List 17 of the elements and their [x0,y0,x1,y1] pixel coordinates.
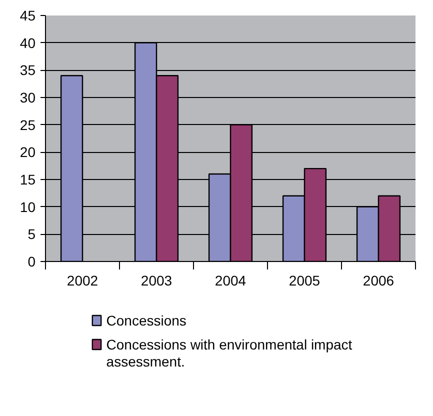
y-tick-label: 40 [20,34,36,51]
x-tick-label: 2005 [288,272,320,288]
legend-label: Concessions [106,312,186,328]
y-tick-label: 10 [20,198,36,215]
y-tick-label: 20 [20,144,36,160]
y-tick-label: 45 [20,8,36,24]
x-tick-label: 2002 [66,272,98,288]
x-tick-label: 2006 [362,272,394,288]
y-tick-label: 0 [28,254,36,270]
y-tick-label: 30 [20,90,36,106]
y-tick-label: 25 [20,116,36,133]
y-tick-label: 5 [28,226,36,242]
y-tick-label: 35 [20,62,36,78]
x-tick-label: 2004 [214,272,246,288]
y-tick-label: 15 [20,172,36,188]
legend-label: Concessions with environmental impact assessment. [106,336,352,370]
x-tick-label: 2003 [140,272,172,288]
